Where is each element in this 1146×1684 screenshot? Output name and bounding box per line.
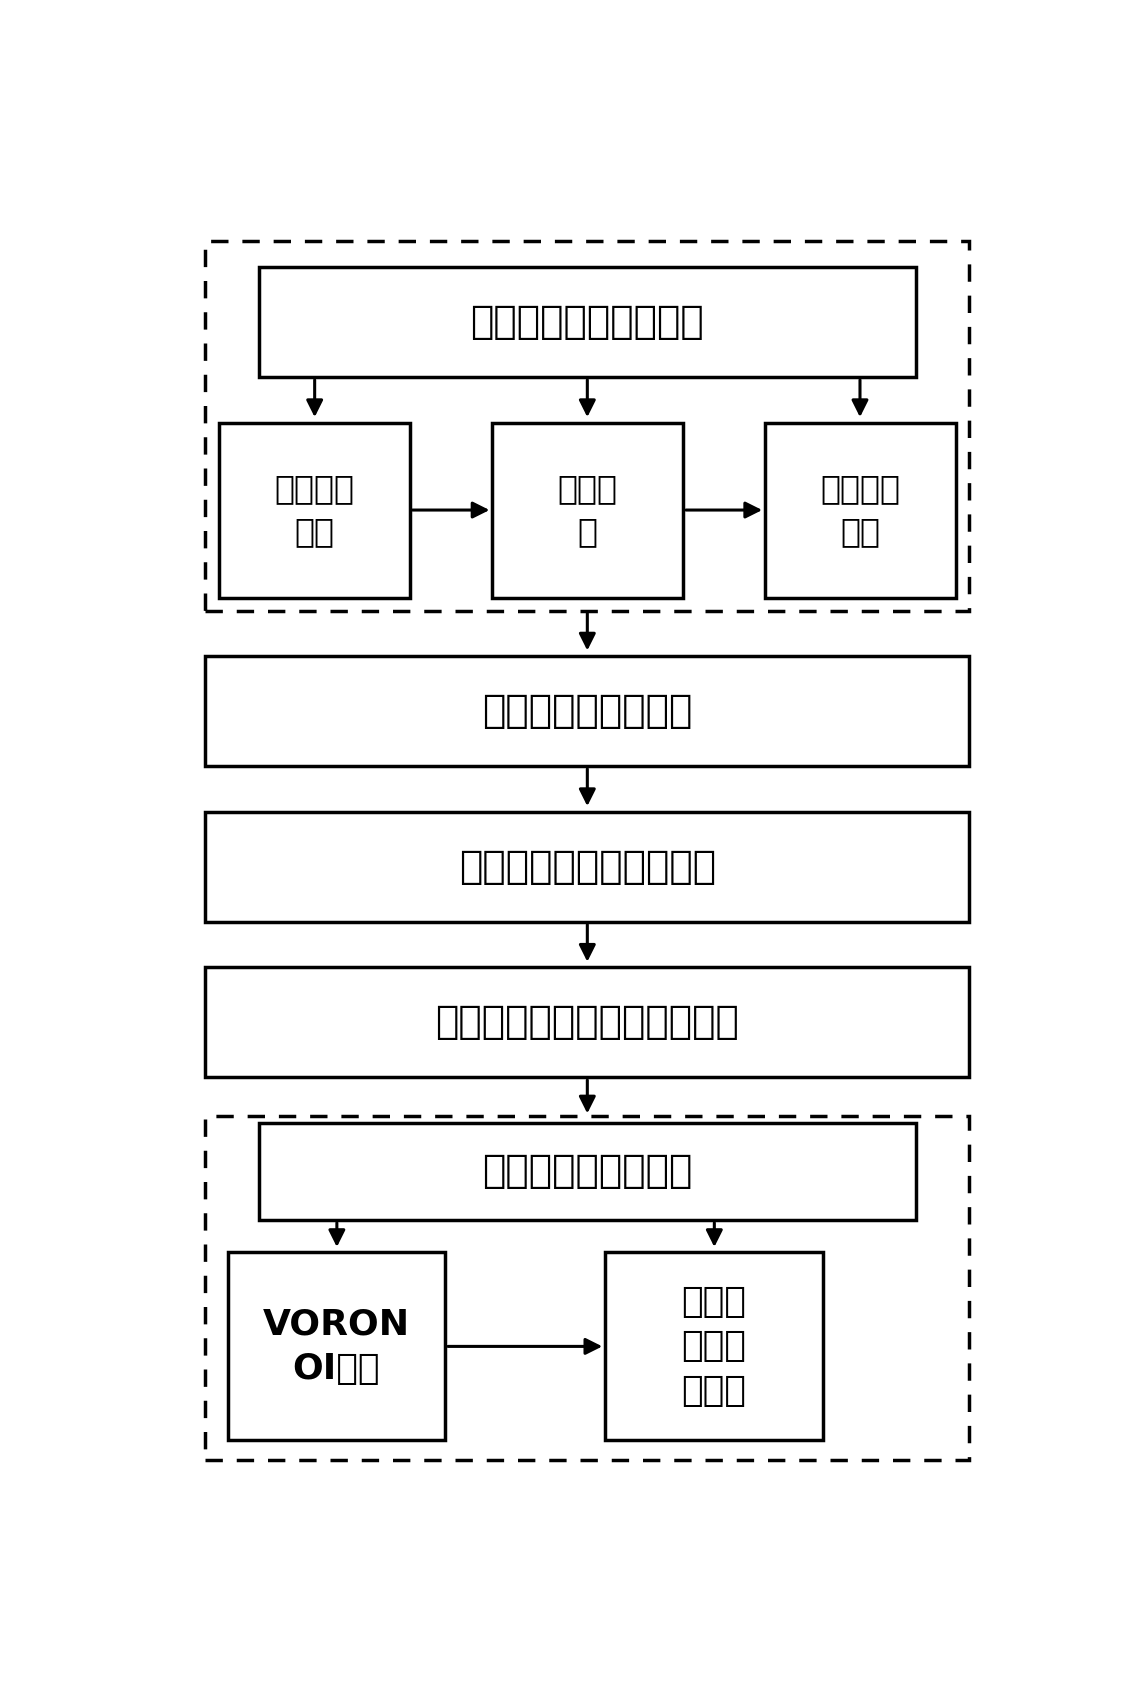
Text: 基于遗传算法进行充电站布点: 基于遗传算法进行充电站布点: [435, 1004, 739, 1041]
Bar: [219, 423, 410, 598]
Text: 出行路线
选择: 出行路线 选择: [821, 472, 901, 549]
Text: 生成空间特性充电需求图: 生成空间特性充电需求图: [458, 847, 716, 886]
Bar: [205, 812, 970, 921]
Bar: [205, 1116, 970, 1460]
Bar: [205, 967, 970, 1078]
Text: VORON
OI思想: VORON OI思想: [262, 1307, 410, 1386]
Text: 出行地点
选择: 出行地点 选择: [274, 472, 354, 549]
Text: 出行距
离: 出行距 离: [558, 472, 618, 549]
Text: 确定充电站能量需求: 确定充电站能量需求: [482, 1152, 692, 1191]
Bar: [205, 657, 970, 766]
Bar: [205, 241, 970, 611]
Bar: [259, 266, 916, 377]
Bar: [605, 1253, 823, 1440]
Bar: [493, 423, 683, 598]
Text: 区域地图网格化处理: 区域地图网格化处理: [482, 692, 692, 731]
Bar: [766, 423, 956, 598]
Bar: [228, 1253, 445, 1440]
Text: 确定充
电站服
务区域: 确定充 电站服 务区域: [682, 1285, 746, 1408]
Bar: [259, 1123, 916, 1219]
Text: 电动汽车用户行为特性: 电动汽车用户行为特性: [471, 303, 704, 342]
